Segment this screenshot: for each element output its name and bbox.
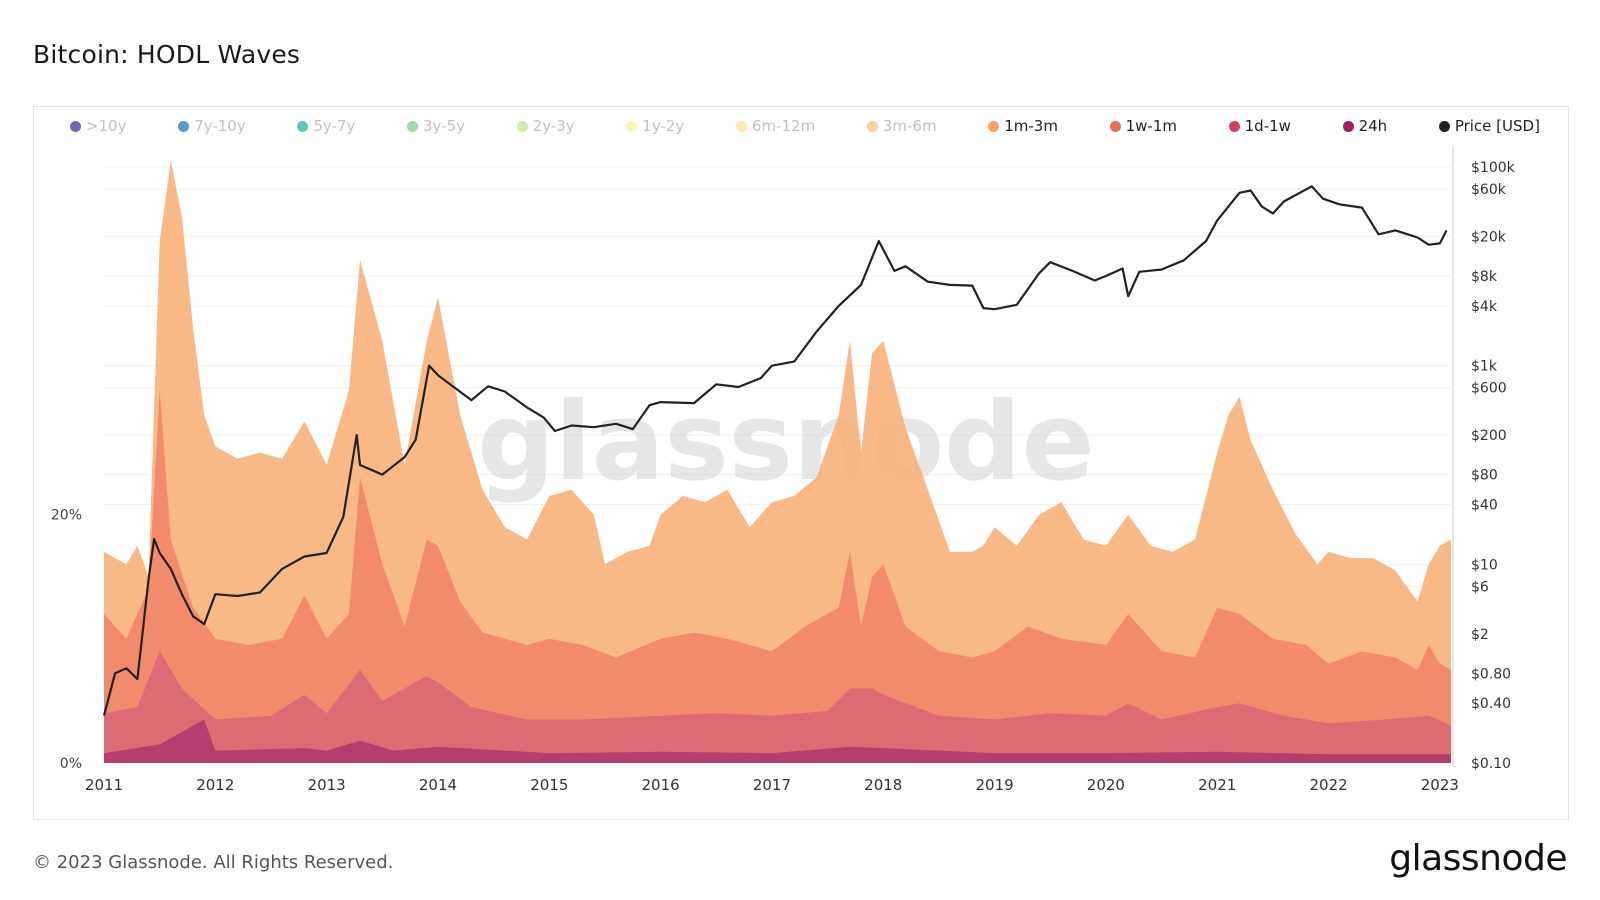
x-tick-label: 2019 xyxy=(975,776,1013,794)
area-1w-1m xyxy=(104,390,1451,763)
y-left-tick-label: 20% xyxy=(51,508,82,524)
x-tick-label: 2015 xyxy=(530,776,568,794)
legend-dot-icon xyxy=(1109,120,1121,132)
legend-label: 1y-2y xyxy=(642,117,685,135)
legend-label: 1d-1w xyxy=(1244,117,1291,135)
x-tick-label: 2023 xyxy=(1421,776,1459,794)
legend-item-7y-10y[interactable]: 7y-10y xyxy=(178,117,246,135)
chart-frame: >10y 7y-10y 5y-7y 3y-5y 2y-3y 1y-2y 6m-12m 3m-6… xyxy=(33,106,1569,820)
y-right-tick-label: $6 xyxy=(1471,579,1489,595)
y-right-tick-label: $20k xyxy=(1471,229,1507,245)
legend-item-1w-1m[interactable]: 1w-1m xyxy=(1109,117,1177,135)
y-right-tick-label: $200 xyxy=(1471,428,1507,444)
hodl-waves-plot: glassnode 2011 2012 2013 2014 2015 2016 2017 20… xyxy=(51,147,1516,794)
y-right-tick-label: $1k xyxy=(1471,359,1498,375)
y-right-tick-label: $10 xyxy=(1471,557,1498,573)
y-right-tick-label: $4k xyxy=(1471,299,1498,315)
legend-dot-icon xyxy=(1228,120,1240,132)
legend-item-1m-3m[interactable]: 1m-3m xyxy=(988,117,1058,135)
area-24h xyxy=(104,719,1451,763)
legend-item-3y-5y[interactable]: 3y-5y xyxy=(407,117,465,135)
price-series xyxy=(102,185,1448,716)
legend-item-5y-7y[interactable]: 5y-7y xyxy=(297,117,355,135)
x-tick-label: 2017 xyxy=(753,776,791,794)
area-series xyxy=(104,160,1451,764)
price-line xyxy=(102,185,1448,716)
x-tick-label: 2011 xyxy=(85,776,123,794)
chart-legend: >10y 7y-10y 5y-7y 3y-5y 2y-3y 1y-2y 6m-12m 3m-6… xyxy=(70,117,1540,135)
x-tick-label: 2016 xyxy=(642,776,680,794)
legend-item-24h[interactable]: 24h xyxy=(1342,117,1388,135)
watermark-text: glassnode xyxy=(477,380,1094,505)
x-tick-label: 2014 xyxy=(419,776,457,794)
y-right-tick-label: $0.10 xyxy=(1471,756,1511,772)
y-right-tick-label: $80 xyxy=(1471,468,1498,484)
y-right-tick-label: $8k xyxy=(1471,269,1498,285)
legend-dot-icon xyxy=(626,120,638,132)
legend-label: 24h xyxy=(1358,117,1388,135)
legend-label: 3m-6m xyxy=(882,117,937,135)
x-tick-label: 2018 xyxy=(864,776,902,794)
legend-label: 6m-12m xyxy=(751,117,816,135)
y-right-tick-label: $0.40 xyxy=(1471,696,1511,712)
y-right-tick-label: $60k xyxy=(1471,182,1507,198)
glassnode-logo[interactable]: glassnode xyxy=(1389,838,1567,879)
legend-dot-icon xyxy=(297,120,309,132)
legend-label: 3y-5y xyxy=(423,117,466,135)
legend-item-1y-2y[interactable]: 1y-2y xyxy=(626,117,684,135)
y-right-tick-label: $2 xyxy=(1471,627,1489,643)
area-1d-1w xyxy=(104,651,1451,763)
legend-item-1d-1w[interactable]: 1d-1w xyxy=(1228,117,1291,135)
legend-dot-icon xyxy=(178,120,190,132)
y-left-tick-label: 0% xyxy=(60,756,82,772)
x-tick-label: 2020 xyxy=(1087,776,1125,794)
x-tick-label: 2012 xyxy=(196,776,234,794)
legend-label: >10y xyxy=(86,117,127,135)
legend-item-price-usd[interactable]: Price [USD] xyxy=(1438,117,1540,135)
legend-label: 1w-1m xyxy=(1125,117,1177,135)
legend-label: 7y-10y xyxy=(194,117,246,135)
legend-dot-icon xyxy=(407,120,419,132)
y-right-tick-label: $600 xyxy=(1471,381,1507,397)
legend-label: 2y-3y xyxy=(532,117,575,135)
legend-label: 5y-7y xyxy=(313,117,356,135)
legend-dot-icon xyxy=(866,120,878,132)
chart-title: Bitcoin: HODL Waves xyxy=(33,40,301,69)
y-right-tick-label: $40 xyxy=(1471,498,1498,514)
y-right-tick-label: $100k xyxy=(1471,160,1516,176)
legend-item-2y-3y[interactable]: 2y-3y xyxy=(516,117,575,135)
legend-dot-icon xyxy=(1438,120,1450,132)
legend-item-6m-12m[interactable]: 6m-12m xyxy=(735,117,816,135)
x-tick-label: 2021 xyxy=(1198,776,1236,794)
legend-dot-icon xyxy=(988,120,1000,132)
footer-copyright: © 2023 Glassnode. All Rights Reserved. xyxy=(33,852,394,873)
legend-label: Price [USD] xyxy=(1454,117,1540,135)
legend-item-10y[interactable]: >10y xyxy=(70,117,127,135)
x-tick-label: 2022 xyxy=(1309,776,1347,794)
legend-dot-icon xyxy=(516,120,528,132)
legend-dot-icon xyxy=(1342,120,1354,132)
legend-label: 1m-3m xyxy=(1004,117,1058,135)
legend-dot-icon xyxy=(70,120,81,132)
legend-item-3m-6m[interactable]: 3m-6m xyxy=(866,117,937,135)
y-right-tick-label: $0.80 xyxy=(1471,666,1511,682)
legend-dot-icon xyxy=(735,120,747,132)
x-tick-label: 2013 xyxy=(308,776,346,794)
axes: 2011 2012 2013 2014 2015 2016 2017 2018 2019 2020… xyxy=(51,147,1516,794)
